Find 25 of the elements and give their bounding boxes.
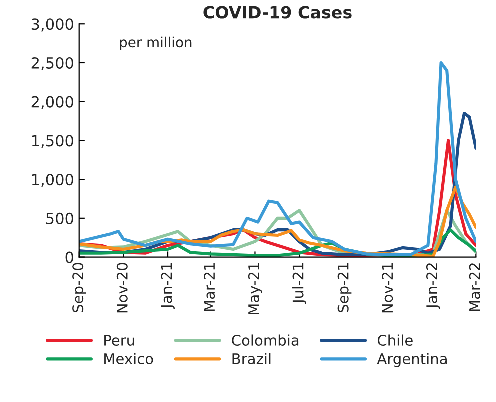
y-tick-label: 500 — [46, 212, 74, 224]
y-tick-label: 1,000 — [32, 174, 74, 188]
legend-label: Peru — [104, 335, 134, 346]
legend-label: Chile — [378, 334, 413, 346]
x-tick-label: May-21 — [248, 263, 262, 314]
annotation: per million — [120, 36, 192, 50]
chart-title: COVID-19 Cases — [204, 6, 352, 19]
x-tick-label: Mar-22 — [469, 264, 480, 312]
x-tick-label: Jan-22 — [426, 264, 440, 310]
legend-label: Colombia — [232, 334, 299, 346]
y-tick-label: 3,000 — [32, 18, 74, 32]
y-tick-label: 2,000 — [32, 96, 74, 110]
legend-label: Mexico — [104, 353, 154, 364]
x-tick-label: Sep-21 — [338, 263, 352, 312]
x-tick-label: Nov-21 — [382, 263, 394, 313]
x-tick-label: Sep-20 — [72, 263, 86, 312]
legend-label: Brazil — [232, 353, 271, 364]
x-tick-label: Nov-20 — [116, 263, 128, 313]
x-tick-label: Jul-21 — [292, 263, 307, 304]
x-tick-label: Jan-21 — [161, 263, 175, 310]
x-tick-label: Mar-21 — [204, 263, 216, 312]
legend-label: Argentina — [377, 353, 447, 368]
y-tick-label: 2,500 — [32, 57, 74, 71]
y-tick-label: 0 — [66, 252, 74, 264]
y-tick-label: 1,500 — [32, 135, 74, 148]
